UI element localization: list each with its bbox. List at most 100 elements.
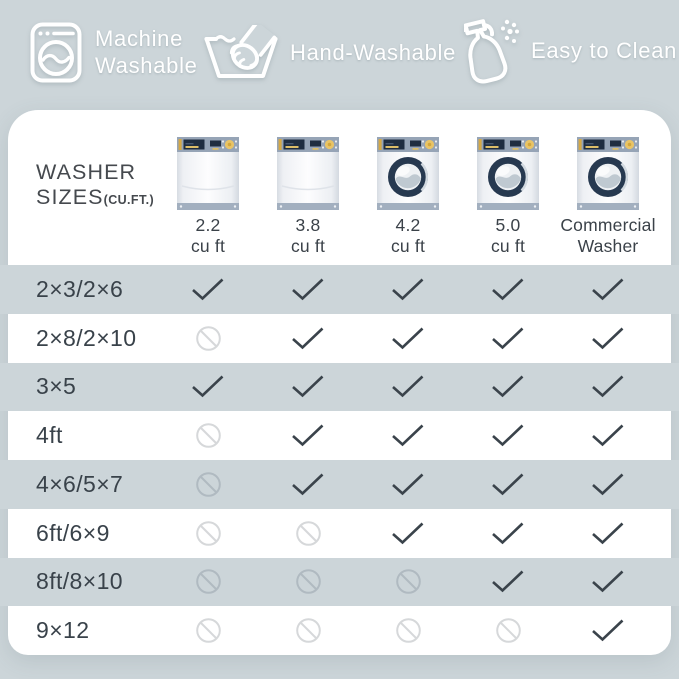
column-label: Commercial Washer [560,215,655,257]
column-label: 2.2 cu ft [191,215,225,257]
table-cell [358,617,458,644]
not-allowed-icon [195,472,221,497]
check-icon [392,375,424,398]
washing-machine-icon [30,22,82,83]
badge-hand-washable: Hand-Washable [204,25,456,81]
check-icon [392,473,424,496]
check-icon [392,522,424,544]
column-label-line1: 2.2 [195,215,221,235]
table-row: 8ft/8×10 [0,557,679,607]
column-header: 4.2 cu ft [358,110,458,257]
check-icon [592,278,624,301]
column-header: 2.2 cu ft [158,110,258,257]
not-allowed-icon [295,569,321,595]
hand-wash-icon [204,25,278,78]
table-cell [558,569,658,594]
table-cell [358,423,458,448]
table-cell [358,521,458,546]
table-row: 4ft [0,411,679,460]
check-icon [492,570,524,593]
column-label-line2: cu ft [490,236,526,256]
table-row: 6ft/6×9 [0,509,679,558]
table-cell [258,326,358,351]
front-load-washer-image [577,137,639,210]
not-allowed-icon [195,423,221,448]
column-label-line2: cu ft [290,236,326,256]
table-cell [158,325,258,352]
top-load-washer-image [177,137,239,210]
check-icon [592,327,624,349]
badge-machine-washable: Machine Washable [30,22,213,83]
column-header: 3.8 cu ft [258,110,358,257]
not-allowed-icon [295,520,321,546]
table-cell [258,568,358,595]
table-row: 2×8/2×10 [0,314,679,363]
check-icon [592,570,624,593]
check-icon [492,327,524,349]
table-cell [358,472,458,497]
check-icon [492,278,524,301]
table-cell [258,374,358,399]
check-icon [292,278,324,301]
table-cell [458,277,558,302]
table-cell [558,423,658,448]
column-label-line1: 5.0 [495,215,521,235]
row-label: 3×5 [36,373,77,400]
corner-title-unit: (CU.FT.) [103,193,155,207]
row-label: 8ft/8×10 [36,568,123,595]
table-cell [558,326,658,351]
check-icon [492,375,524,398]
column-label-line1: 3.8 [295,215,321,235]
table-cell [558,472,658,497]
table-cell [558,618,658,643]
column-label-line2: cu ft [390,236,426,256]
washer-slot [376,128,440,211]
table-cell [458,569,558,594]
table-cell [158,617,258,644]
table-cell [458,326,558,351]
washer-slot [476,128,540,211]
not-allowed-icon [195,618,221,643]
column-header: 5.0 cu ft [458,110,558,257]
table-cell [258,520,358,547]
table-cell [358,374,458,399]
table-cell [458,423,558,448]
check-icon [392,327,424,349]
washer-slot [576,128,640,211]
table-cell [558,374,658,399]
table-row: 3×5 [0,362,679,412]
table-row: 9×12 [0,606,679,655]
corner-title-line2: SIZES(CU.FT.) [36,185,154,213]
table-cell [358,277,458,302]
front-load-washer-image [377,137,439,210]
not-allowed-icon [195,569,221,595]
check-icon [392,424,424,447]
row-label: 2×8/2×10 [36,324,137,351]
table-cell [458,374,558,399]
table-cell [458,617,558,644]
spray-bottle-icon [464,19,519,84]
not-allowed-icon [495,618,521,643]
table-cell [458,472,558,497]
table-cell [258,472,358,497]
table-cell [258,277,358,302]
check-icon [392,278,424,301]
not-allowed-icon [395,569,421,595]
check-icon [292,327,324,349]
check-icon [492,522,524,544]
top-load-washer-image [277,137,339,210]
table-cell [158,374,258,399]
check-icon [292,473,324,496]
column-label-line1: Commercial [560,215,656,235]
column-label: 4.2 cu ft [391,215,425,257]
check-icon [292,424,324,447]
badge-hand-label: Hand-Washable [290,39,457,65]
table-cell [358,326,458,351]
washer-slot [176,128,240,211]
not-allowed-icon [295,618,321,643]
column-headers: 2.2 cu ft 3.8 cu ft [158,110,658,257]
table-cell [558,277,658,302]
corner-title-line1: WASHER [36,160,137,184]
table-row: 4×6/5×7 [0,460,679,509]
check-icon [192,278,224,301]
